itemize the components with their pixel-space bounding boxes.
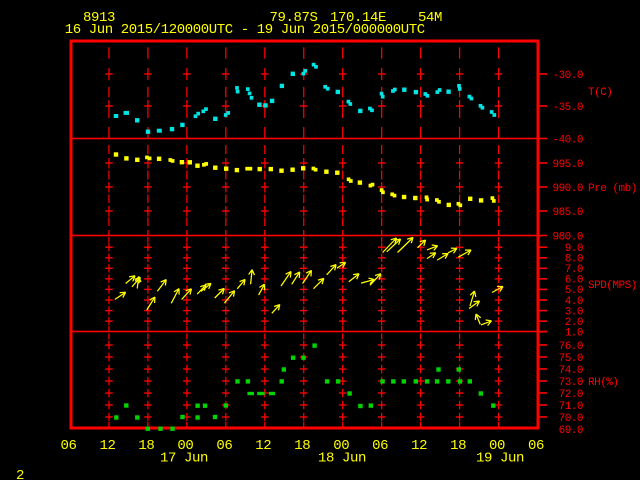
svg-text:00: 00 bbox=[333, 438, 349, 454]
svg-text:6.0: 6.0 bbox=[565, 275, 583, 287]
svg-text:7.0: 7.0 bbox=[565, 264, 583, 276]
svg-text:18: 18 bbox=[294, 438, 310, 454]
svg-text:5.0: 5.0 bbox=[565, 285, 583, 297]
svg-text:-35.0: -35.0 bbox=[552, 102, 583, 114]
svg-text:12: 12 bbox=[99, 438, 115, 454]
svg-text:980.0: 980.0 bbox=[552, 231, 583, 243]
svg-text:06: 06 bbox=[60, 438, 76, 454]
svg-text:1.0: 1.0 bbox=[565, 328, 583, 340]
svg-text:8913: 8913 bbox=[83, 10, 115, 26]
svg-text:72.0: 72.0 bbox=[559, 389, 583, 401]
svg-text:16 Jun 2015/120000UTC - 19 Jun: 16 Jun 2015/120000UTC - 19 Jun 2015/0000… bbox=[65, 22, 425, 38]
svg-text:74.0: 74.0 bbox=[559, 365, 583, 377]
svg-text:9.0: 9.0 bbox=[565, 243, 583, 255]
svg-text:54M: 54M bbox=[418, 10, 442, 26]
svg-text:00: 00 bbox=[489, 438, 505, 454]
svg-text:SPD(MPS): SPD(MPS) bbox=[588, 280, 637, 292]
svg-text:12: 12 bbox=[411, 438, 427, 454]
svg-text:06: 06 bbox=[528, 438, 544, 454]
svg-text:2.0: 2.0 bbox=[565, 317, 583, 329]
svg-text:69.0: 69.0 bbox=[559, 425, 583, 437]
svg-text:Pre (mb): Pre (mb) bbox=[588, 183, 637, 195]
svg-text:17 Jun: 17 Jun bbox=[160, 451, 208, 467]
svg-text:985.0: 985.0 bbox=[552, 207, 583, 219]
svg-text:170.14E: 170.14E bbox=[330, 10, 386, 26]
svg-text:RH(%): RH(%) bbox=[588, 377, 619, 389]
svg-text:71.0: 71.0 bbox=[559, 401, 583, 413]
svg-text:18: 18 bbox=[450, 438, 466, 454]
svg-text:18: 18 bbox=[138, 438, 154, 454]
svg-text:06: 06 bbox=[216, 438, 232, 454]
svg-text:18 Jun: 18 Jun bbox=[318, 451, 366, 467]
svg-text:-40.0: -40.0 bbox=[552, 134, 583, 146]
svg-text:T(C): T(C) bbox=[588, 87, 612, 99]
svg-text:76.0: 76.0 bbox=[559, 341, 583, 353]
svg-text:2: 2 bbox=[16, 468, 24, 480]
svg-text:79.87S: 79.87S bbox=[270, 10, 318, 26]
svg-text:3.0: 3.0 bbox=[565, 306, 583, 318]
svg-text:-30.0: -30.0 bbox=[552, 70, 583, 82]
svg-text:75.0: 75.0 bbox=[559, 353, 583, 365]
svg-text:00: 00 bbox=[177, 438, 193, 454]
svg-text:8.0: 8.0 bbox=[565, 254, 583, 266]
svg-text:70.0: 70.0 bbox=[559, 413, 583, 425]
svg-text:995.0: 995.0 bbox=[552, 159, 583, 171]
svg-text:990.0: 990.0 bbox=[552, 183, 583, 195]
svg-text:73.0: 73.0 bbox=[559, 377, 583, 389]
svg-text:19 Jun: 19 Jun bbox=[476, 451, 524, 467]
svg-text:06: 06 bbox=[372, 438, 388, 454]
svg-text:12: 12 bbox=[255, 438, 271, 454]
svg-text:4.0: 4.0 bbox=[565, 296, 583, 308]
